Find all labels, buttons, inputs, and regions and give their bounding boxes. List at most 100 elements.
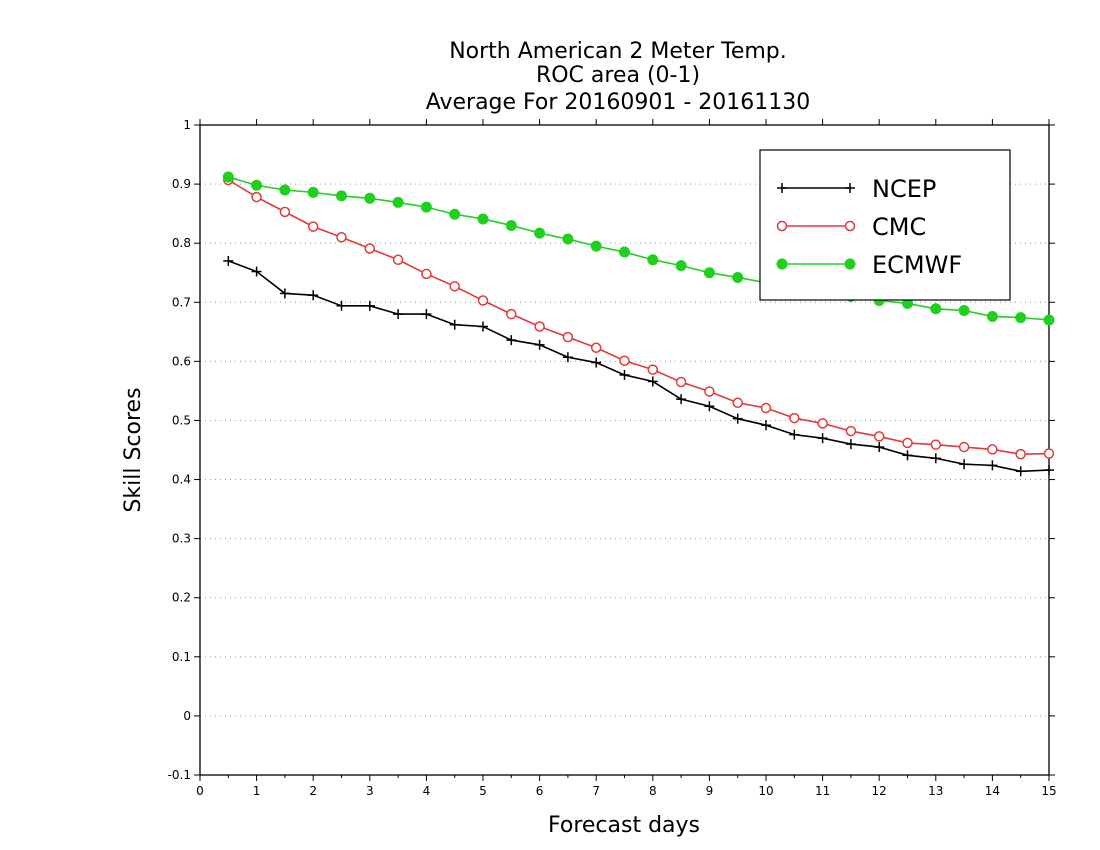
point-cmc-11 bbox=[534, 321, 545, 332]
legend-marker-start-ecmwf bbox=[776, 258, 788, 270]
x-tick-label-10: 10 bbox=[758, 784, 773, 798]
point-ncep-2 bbox=[279, 288, 290, 299]
point-cmc-9 bbox=[477, 295, 489, 306]
y-tick-label-5: 0.4 bbox=[172, 473, 191, 487]
x-axis-label: Forecast days bbox=[548, 813, 700, 838]
legend: NCEP CMC ECMWF bbox=[759, 149, 1011, 301]
point-ecmwf-5 bbox=[364, 192, 376, 204]
point-ncep-16 bbox=[676, 394, 687, 405]
y-tick-label-1: 0 bbox=[183, 709, 191, 723]
point-cmc-28 bbox=[1015, 448, 1026, 460]
point-cmc-13 bbox=[590, 342, 602, 354]
legend-marker-end-ecmwf bbox=[844, 258, 856, 270]
point-ncep-8 bbox=[449, 319, 460, 330]
point-cmc-22 bbox=[845, 425, 857, 437]
point-ecmwf-11 bbox=[534, 227, 546, 239]
title-line-1: North American 2 Meter Temp. bbox=[449, 39, 787, 64]
point-ncep-28 bbox=[1015, 466, 1026, 477]
series-layer bbox=[222, 171, 1055, 477]
point-ncep-29 bbox=[1044, 465, 1054, 476]
point-cmc-4 bbox=[336, 232, 347, 243]
point-ncep-5 bbox=[364, 300, 375, 311]
point-cmc-1 bbox=[251, 191, 262, 203]
point-ecmwf-12 bbox=[562, 233, 574, 245]
point-cmc-25 bbox=[930, 439, 942, 450]
x-tick-label-2: 2 bbox=[309, 784, 317, 798]
point-cmc-18 bbox=[732, 397, 743, 408]
point-ncep-21 bbox=[817, 433, 828, 444]
legend-label-cmc: CMC bbox=[872, 213, 926, 241]
x-tick-label-4: 4 bbox=[423, 784, 431, 798]
point-cmc-12 bbox=[562, 331, 574, 343]
y-tick-label-0: -0.1 bbox=[168, 768, 191, 782]
point-ncep-0 bbox=[223, 255, 234, 266]
y-axis-label: Skill Scores bbox=[121, 387, 146, 512]
y-tick-label-8: 0.7 bbox=[172, 295, 191, 309]
point-ecmwf-26 bbox=[958, 305, 970, 317]
x-tick-label-14: 14 bbox=[985, 784, 1000, 798]
point-ncep-12 bbox=[562, 352, 573, 363]
point-cmc-14 bbox=[619, 355, 630, 367]
legend-marker-start-cmc bbox=[776, 220, 788, 232]
point-ecmwf-6 bbox=[392, 196, 404, 208]
series-ncep bbox=[223, 255, 1054, 477]
point-ecmwf-18 bbox=[732, 271, 744, 283]
y-tick-label-9: 0.8 bbox=[172, 236, 191, 250]
point-ecmwf-17 bbox=[703, 267, 715, 279]
legend-marker-end-ncep bbox=[845, 183, 855, 193]
point-ncep-15 bbox=[647, 376, 658, 387]
x-tick-label-1: 1 bbox=[253, 784, 261, 798]
point-ecmwf-2 bbox=[279, 184, 291, 196]
y-tick-label-6: 0.5 bbox=[172, 413, 191, 427]
legend-marker-end-cmc bbox=[844, 220, 856, 232]
point-ecmwf-3 bbox=[307, 186, 319, 198]
y-tick-label-10: 0.9 bbox=[172, 177, 191, 191]
point-ecmwf-10 bbox=[505, 219, 517, 231]
point-cmc-5 bbox=[364, 243, 376, 254]
point-ncep-3 bbox=[308, 290, 319, 301]
point-ecmwf-0 bbox=[222, 171, 234, 183]
point-cmc-19 bbox=[760, 402, 772, 414]
point-ncep-11 bbox=[534, 339, 545, 350]
point-ncep-25 bbox=[930, 453, 941, 464]
point-ecmwf-9 bbox=[477, 213, 489, 225]
point-ncep-23 bbox=[874, 442, 885, 453]
point-cmc-15 bbox=[647, 364, 659, 375]
point-cmc-29 bbox=[1043, 448, 1055, 459]
point-ncep-18 bbox=[732, 413, 743, 424]
point-ecmwf-28 bbox=[1015, 312, 1027, 324]
y-tick-label-2: 0.1 bbox=[172, 650, 191, 664]
point-ecmwf-8 bbox=[449, 208, 461, 220]
point-cmc-8 bbox=[449, 281, 460, 292]
point-ncep-22 bbox=[845, 439, 856, 450]
point-ncep-20 bbox=[789, 429, 800, 440]
x-tick-label-0: 0 bbox=[196, 784, 204, 798]
x-tick-label-9: 9 bbox=[706, 784, 714, 798]
x-tick-label-3: 3 bbox=[366, 784, 374, 798]
ticks: -0.100.10.20.30.40.50.60.70.80.910 1 2 3 4 5 6… bbox=[168, 118, 1057, 798]
point-ncep-19 bbox=[761, 420, 771, 431]
point-ncep-1 bbox=[251, 266, 262, 277]
y-tick-label-11: 1 bbox=[183, 118, 191, 132]
point-ncep-9 bbox=[478, 321, 488, 332]
point-cmc-24 bbox=[902, 437, 913, 449]
point-ecmwf-27 bbox=[986, 310, 998, 322]
point-cmc-16 bbox=[675, 376, 687, 388]
legend-marker-start-ncep bbox=[777, 183, 787, 193]
x-tick-label-15: 15 bbox=[1041, 784, 1056, 798]
x-tick-label-11: 11 bbox=[815, 784, 830, 798]
point-ncep-17 bbox=[704, 401, 715, 412]
point-ecmwf-1 bbox=[251, 179, 263, 191]
point-cmc-10 bbox=[506, 308, 517, 320]
legend-box bbox=[759, 149, 1011, 301]
point-ncep-26 bbox=[959, 459, 970, 470]
point-ncep-4 bbox=[336, 300, 347, 311]
point-ncep-27 bbox=[987, 460, 998, 471]
point-cmc-7 bbox=[421, 268, 432, 280]
title-line-3: Average For 20160901 - 20161130 bbox=[426, 90, 811, 115]
x-tick-label-5: 5 bbox=[479, 784, 487, 798]
legend-label-ncep: NCEP bbox=[872, 175, 936, 203]
point-ncep-7 bbox=[421, 309, 432, 320]
y-tick-label-4: 0.3 bbox=[172, 532, 191, 546]
